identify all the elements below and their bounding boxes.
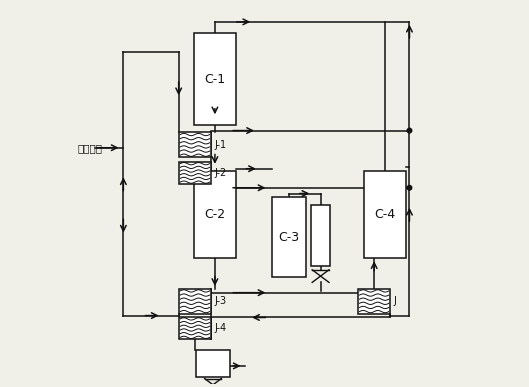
Bar — [179, 317, 211, 339]
Bar — [358, 289, 390, 313]
Bar — [194, 171, 236, 259]
Text: J-1: J-1 — [214, 140, 226, 150]
Text: J: J — [394, 296, 396, 306]
Bar — [179, 162, 211, 184]
Bar — [311, 205, 330, 266]
Text: C-1: C-1 — [204, 73, 225, 86]
Text: J-2: J-2 — [214, 168, 226, 178]
Text: C-2: C-2 — [204, 208, 225, 221]
Bar — [194, 33, 236, 125]
Bar — [179, 289, 211, 313]
Bar — [179, 132, 211, 157]
Circle shape — [407, 128, 412, 133]
Text: C-4: C-4 — [374, 208, 395, 221]
Text: C-3: C-3 — [279, 231, 300, 244]
Bar — [363, 171, 406, 259]
Text: 甲醇和水: 甲醇和水 — [78, 143, 103, 153]
Bar — [272, 197, 306, 277]
Bar — [196, 350, 230, 377]
Circle shape — [407, 185, 412, 190]
Text: J-4: J-4 — [214, 323, 226, 333]
Text: J-3: J-3 — [214, 296, 226, 306]
